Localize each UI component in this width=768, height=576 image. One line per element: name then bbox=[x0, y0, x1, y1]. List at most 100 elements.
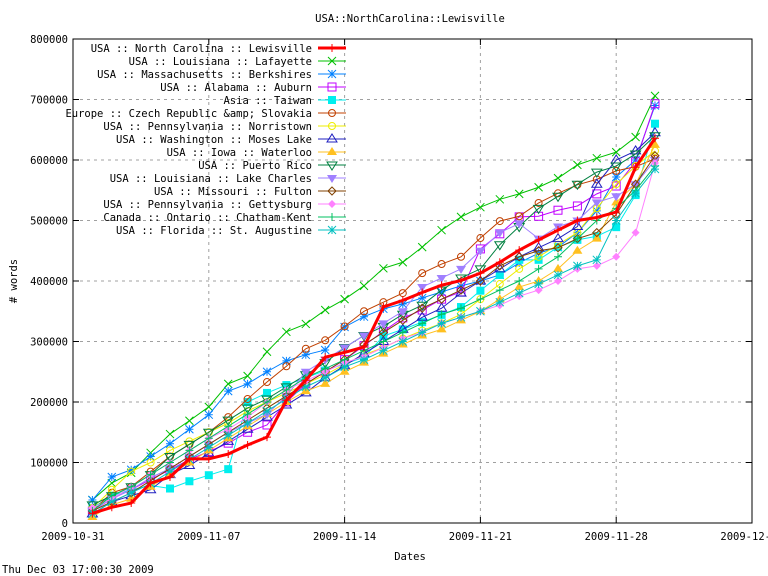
data-point bbox=[437, 310, 446, 319]
data-point bbox=[328, 213, 336, 221]
data-point bbox=[592, 255, 602, 265]
data-point bbox=[241, 404, 254, 414]
data-point bbox=[592, 153, 602, 163]
data-point bbox=[476, 202, 485, 212]
data-point bbox=[611, 172, 621, 182]
chart-title: USA::NorthCarolina::Lewisville bbox=[315, 13, 505, 25]
data-point bbox=[456, 265, 466, 274]
data-point bbox=[282, 396, 291, 405]
data-point bbox=[282, 381, 291, 390]
legend-label: USA :: Missouri :: Fulton bbox=[154, 186, 312, 198]
data-point bbox=[456, 212, 466, 222]
data-point bbox=[243, 371, 252, 381]
series-group bbox=[86, 91, 661, 520]
data-point bbox=[534, 235, 543, 244]
data-point bbox=[437, 318, 446, 328]
data-point bbox=[127, 499, 136, 508]
data-point bbox=[457, 276, 465, 285]
data-point bbox=[612, 223, 621, 232]
series-line bbox=[92, 165, 656, 512]
data-point bbox=[222, 416, 235, 427]
data-point bbox=[146, 452, 155, 461]
data-point bbox=[301, 344, 310, 353]
legend-label: USA :: North Carolina :: Lewisville bbox=[91, 43, 312, 55]
data-point bbox=[185, 416, 194, 426]
data-point bbox=[418, 288, 427, 297]
data-point bbox=[437, 281, 446, 290]
data-point bbox=[592, 261, 601, 270]
data-point bbox=[327, 69, 337, 79]
data-point bbox=[378, 320, 389, 329]
data-point bbox=[417, 293, 427, 303]
data-point bbox=[379, 346, 388, 355]
data-point bbox=[631, 155, 640, 165]
legend-label: USA :: Pennsylvania :: Norristown bbox=[103, 121, 312, 133]
data-point bbox=[456, 285, 466, 295]
data-point bbox=[592, 206, 602, 216]
data-point bbox=[631, 228, 640, 237]
data-point bbox=[185, 454, 194, 463]
data-point bbox=[651, 119, 659, 128]
data-point bbox=[650, 99, 660, 109]
data-point bbox=[185, 424, 194, 434]
data-point bbox=[282, 356, 291, 366]
data-point bbox=[515, 246, 524, 255]
data-point bbox=[417, 303, 427, 313]
legend-label: USA :: Louisiana :: Lake Charles bbox=[110, 173, 312, 185]
data-point bbox=[650, 101, 660, 110]
data-point bbox=[572, 201, 582, 211]
data-point bbox=[590, 168, 603, 179]
data-point bbox=[326, 161, 338, 171]
y-tick-label: 300000 bbox=[30, 337, 68, 349]
timestamp: Thu Dec 03 17:00:30 2009 bbox=[2, 564, 154, 576]
data-point bbox=[327, 225, 337, 235]
data-point bbox=[327, 147, 337, 155]
data-point bbox=[340, 362, 349, 372]
axis-ticks: 0 100000 200000 300000 400000 500000 600000 700… bbox=[30, 34, 768, 543]
data-point bbox=[476, 306, 485, 316]
data-point bbox=[262, 420, 272, 430]
legend-label: Europe :: Czech Republic &amp; Slovakia bbox=[65, 108, 312, 120]
data-point bbox=[378, 327, 389, 338]
x-tick-label: 2009-11-07 bbox=[177, 531, 240, 543]
data-point bbox=[495, 270, 504, 279]
data-point bbox=[360, 307, 368, 316]
data-point bbox=[327, 82, 337, 92]
data-point bbox=[107, 497, 117, 507]
data-point bbox=[359, 281, 369, 291]
series-line bbox=[92, 132, 656, 515]
x-tick-label: 2009-10-31 bbox=[41, 531, 104, 543]
data-point bbox=[243, 379, 252, 389]
data-point bbox=[224, 465, 233, 474]
data-point bbox=[146, 458, 155, 467]
data-point bbox=[612, 208, 621, 217]
data-point bbox=[328, 44, 336, 52]
data-point bbox=[631, 132, 640, 142]
data-point bbox=[282, 362, 291, 371]
data-point bbox=[224, 422, 233, 431]
data-point bbox=[476, 269, 485, 278]
data-point bbox=[340, 294, 349, 304]
legend-label: Canada :: Ontario :: Chatham-Kent bbox=[103, 212, 312, 224]
data-point bbox=[611, 147, 621, 157]
data-point bbox=[590, 178, 603, 188]
data-point bbox=[553, 263, 563, 272]
series-1 bbox=[88, 91, 660, 505]
data-point bbox=[475, 247, 486, 256]
data-point bbox=[534, 252, 543, 261]
data-point bbox=[554, 252, 562, 261]
x-tick-label: 2009-11-21 bbox=[449, 531, 512, 543]
data-point bbox=[243, 410, 252, 419]
data-point bbox=[436, 274, 447, 283]
data-point bbox=[165, 439, 175, 449]
data-point bbox=[398, 257, 408, 267]
y-tick-label: 700000 bbox=[30, 95, 68, 107]
data-point bbox=[320, 373, 330, 383]
data-point bbox=[515, 277, 524, 285]
data-point bbox=[437, 260, 446, 269]
series-2 bbox=[88, 101, 660, 505]
data-point bbox=[301, 350, 311, 360]
data-point bbox=[476, 286, 485, 295]
data-point bbox=[126, 488, 136, 498]
